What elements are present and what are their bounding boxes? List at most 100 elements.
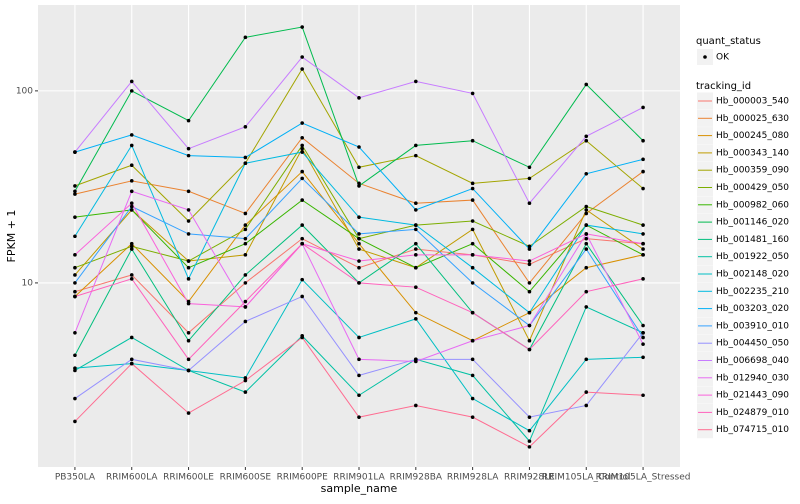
data-point: [73, 419, 77, 424]
data-point: [73, 253, 77, 257]
data-point: [300, 55, 304, 59]
legend-label: Hb_003910_010: [716, 321, 789, 331]
data-point: [129, 273, 134, 277]
data-point: [129, 163, 134, 168]
data-point: [414, 247, 418, 251]
data-point: [300, 169, 304, 174]
data-point: [186, 301, 191, 306]
data-point: [641, 330, 645, 335]
data-point: [300, 294, 304, 299]
data-point: [300, 198, 304, 202]
data-point: [584, 241, 589, 246]
data-point: [357, 236, 361, 241]
legend-label: Hb_000245_080: [716, 131, 789, 141]
data-point: [186, 232, 191, 236]
data-point: [129, 79, 134, 84]
data-point: [641, 169, 645, 174]
data-point: [357, 165, 361, 170]
data-point: [73, 366, 77, 370]
data-point: [73, 234, 77, 239]
data-point: [584, 208, 589, 212]
data-point: [641, 223, 645, 227]
x-tick-label: RRIM600LE: [163, 473, 214, 483]
data-point: [641, 393, 645, 398]
data-point: [129, 179, 134, 183]
data-point: [186, 265, 191, 270]
legend-label: Hb_001481_160: [716, 235, 789, 245]
data-point: [129, 89, 134, 93]
data-point: [73, 330, 77, 335]
data-point: [357, 373, 361, 378]
data-point: [357, 259, 361, 263]
y-tick-label: 10: [22, 278, 34, 288]
data-point: [641, 241, 645, 246]
data-point: [527, 176, 532, 181]
legend-label: Hb_000343_140: [716, 148, 789, 158]
data-point: [300, 135, 304, 140]
data-point: [186, 153, 191, 158]
data-point: [186, 277, 191, 281]
data-point: [357, 247, 361, 251]
data-point: [527, 201, 532, 206]
data-point: [357, 415, 361, 419]
data-point: [129, 357, 134, 362]
x-tick-label: PB350LA: [55, 473, 96, 483]
data-point: [243, 241, 248, 246]
legend-symbol: [703, 55, 707, 59]
legend-label: Hb_000003_540: [716, 97, 789, 107]
data-point: [243, 236, 248, 241]
data-point: [243, 124, 248, 129]
data-point: [357, 215, 361, 219]
y-tick-label: 100: [16, 86, 33, 96]
data-point: [186, 259, 191, 263]
data-point: [186, 330, 191, 335]
data-point: [129, 189, 134, 194]
legend-label: Hb_003203_020: [716, 304, 789, 314]
data-point: [584, 171, 589, 176]
data-point: [357, 281, 361, 285]
data-point: [129, 201, 134, 206]
data-point: [584, 403, 589, 408]
data-point: [300, 67, 304, 71]
data-point: [414, 317, 418, 321]
data-point: [414, 241, 418, 246]
y-axis-title: FPKM + 1: [5, 210, 18, 263]
data-point: [73, 294, 77, 299]
data-point: [243, 281, 248, 285]
legend-label: Hb_000429_050: [716, 183, 789, 193]
data-point: [186, 219, 191, 223]
data-point: [470, 219, 475, 223]
color-legend-title: tracking_id: [696, 81, 751, 92]
data-point: [129, 133, 134, 137]
data-point: [300, 176, 304, 181]
data-point: [186, 368, 191, 373]
data-point: [527, 445, 532, 449]
data-point: [186, 338, 191, 343]
data-point: [641, 277, 645, 281]
data-point: [584, 82, 589, 87]
data-point: [641, 355, 645, 360]
data-point: [129, 244, 134, 249]
data-point: [414, 310, 418, 315]
data-point: [470, 310, 475, 315]
data-point: [129, 241, 134, 246]
data-point: [470, 253, 475, 257]
data-point: [584, 305, 589, 309]
data-point: [641, 335, 645, 340]
data-point: [243, 305, 248, 309]
data-point: [584, 204, 589, 209]
data-point: [300, 335, 304, 340]
data-point: [414, 253, 418, 257]
data-point: [584, 232, 589, 236]
data-point: [414, 227, 418, 232]
legend-label: Hb_074715_010: [716, 425, 789, 435]
data-point: [243, 161, 248, 166]
legend-label: Hb_002148_020: [716, 270, 789, 280]
legend-label: Hb_000025_630: [716, 114, 789, 124]
legend-label: Hb_006698_040: [716, 356, 789, 366]
data-point: [357, 265, 361, 270]
legend-label: Hb_024879_010: [716, 408, 789, 418]
data-point: [243, 390, 248, 394]
data-point: [186, 118, 191, 123]
